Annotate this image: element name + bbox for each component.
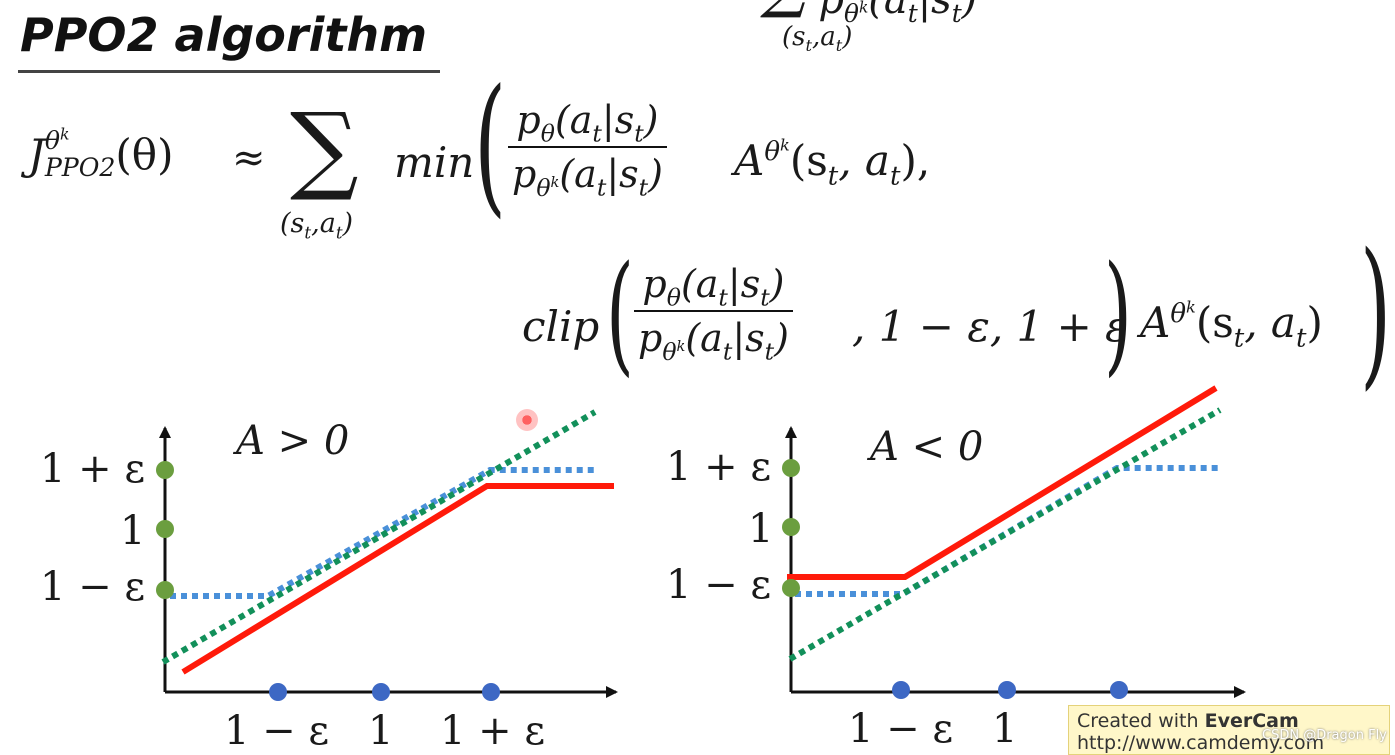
y-tick-label-lower: 1 − ε bbox=[666, 562, 772, 608]
y-tick-label-upper: 1 + ε bbox=[40, 446, 146, 492]
blue-dotted-clip-line bbox=[170, 467, 595, 599]
advantage-term-1: Aθk(st, at), bbox=[734, 135, 931, 192]
x-tick-label-one: 1 bbox=[368, 708, 394, 754]
fragment-sum: ∑ bbox=[760, 0, 806, 21]
ratio-numerator: pθ(at|st) bbox=[516, 98, 659, 148]
clip-ratio-denominator: pθk(at|st) bbox=[638, 316, 789, 366]
clip-open-paren: ( bbox=[606, 237, 634, 389]
y-tick-label-lower: 1 − ε bbox=[40, 564, 146, 610]
y-tick-dot-lower bbox=[156, 581, 174, 599]
approx-sign: ≈ bbox=[232, 135, 266, 181]
min-close-paren: ) bbox=[1360, 218, 1392, 405]
y-tick-label-one: 1 bbox=[748, 506, 774, 552]
chart-label-a-positive: A > 0 bbox=[236, 418, 350, 464]
red-max-line bbox=[787, 385, 1218, 580]
watermark-url: http://www.camdemy.com bbox=[1077, 732, 1325, 754]
chart-label-a-negative: A < 0 bbox=[870, 424, 984, 470]
chart-a-positive bbox=[156, 409, 618, 701]
y-tick-dot-upper bbox=[782, 459, 800, 477]
min-operator: min bbox=[394, 138, 475, 187]
fragment-denominator: pθk(at|st) bbox=[818, 0, 978, 28]
y-tick-dot-lower bbox=[782, 579, 800, 597]
top-formula-fragment: ∑ pθk(at|st) bbox=[760, 0, 978, 28]
x-tick-label-one: 1 bbox=[992, 706, 1018, 752]
y-tick-dot-one bbox=[782, 518, 800, 536]
summation-subscript: (st,at) bbox=[280, 208, 354, 243]
x-tick-label-lower: 1 − ε bbox=[224, 708, 330, 754]
summation-sign: ∑ bbox=[290, 92, 359, 204]
green-dotted-ratio-line bbox=[161, 409, 597, 665]
x-tick-dot-upper bbox=[482, 683, 500, 701]
fraction-bar bbox=[634, 310, 793, 312]
advantage-term-2: Aθk(st, at) bbox=[1140, 297, 1323, 354]
title-underline bbox=[18, 70, 440, 73]
clip-bounds: , 1 − ε, 1 + ε bbox=[852, 302, 1128, 351]
cursor-indicator bbox=[516, 409, 538, 431]
ratio-denominator: pθk(at|st) bbox=[512, 152, 663, 202]
x-tick-label-lower: 1 − ε bbox=[848, 706, 954, 752]
y-tick-label-upper: 1 + ε bbox=[666, 444, 772, 490]
x-tick-dot-lower bbox=[269, 683, 287, 701]
red-min-line bbox=[181, 483, 614, 675]
clip-ratio-fraction: pθ(at|st) pθk(at|st) bbox=[634, 262, 793, 366]
ratio-fraction: pθ(at|st) pθk(at|st) bbox=[508, 98, 667, 202]
x-tick-dot-lower bbox=[892, 681, 910, 699]
y-tick-label-one: 1 bbox=[120, 508, 146, 554]
green-dotted-ratio-line bbox=[788, 407, 1222, 662]
clip-close-paren: ) bbox=[1104, 237, 1132, 389]
fraction-bar bbox=[508, 146, 667, 148]
page-title: PPO2 algorithm bbox=[20, 8, 428, 62]
clip-operator: clip bbox=[522, 302, 600, 351]
x-tick-dot-one bbox=[998, 681, 1016, 699]
y-tick-dot-one bbox=[156, 520, 174, 538]
x-tick-label-upper: 1 + ε bbox=[440, 708, 546, 754]
fragment-sum-subscript: (st,at) bbox=[782, 22, 853, 56]
chart-a-negative bbox=[782, 385, 1246, 699]
csdn-credit: CSDN @Dragon Fly bbox=[1262, 728, 1387, 743]
x-tick-dot-one bbox=[372, 683, 390, 701]
clip-ratio-numerator: pθ(at|st) bbox=[642, 262, 785, 312]
min-open-paren: ( bbox=[474, 58, 507, 232]
y-tick-dot-upper bbox=[156, 461, 174, 479]
evercam-watermark: Created with EverCam http://www.camdemy.… bbox=[1068, 705, 1390, 755]
x-tick-dot-upper bbox=[1110, 681, 1128, 699]
